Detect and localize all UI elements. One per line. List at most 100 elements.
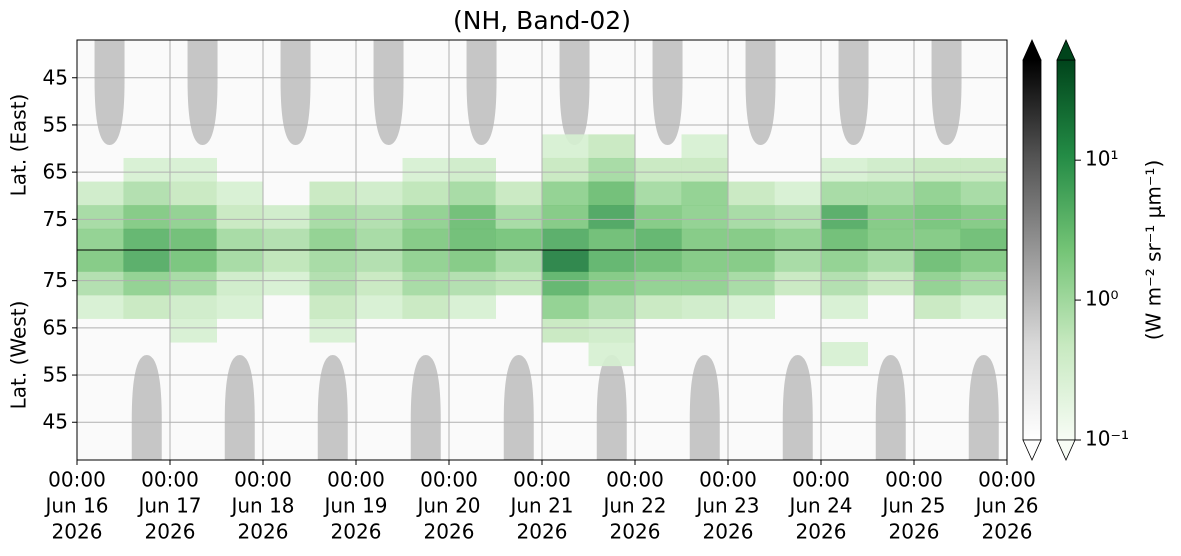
heat-cell [588,271,636,296]
heat-cell [681,134,729,159]
heat-cell [821,342,868,367]
colorbar-tick-label: 10⁰ [1085,287,1118,311]
heat-cell [542,205,589,230]
x-tick-label: 2026 [52,520,103,544]
heat-cell [263,228,310,251]
night-region [689,355,720,460]
heat-cell [402,250,450,272]
heat-cell [728,271,775,296]
x-tick-label: 2026 [796,520,847,544]
heat-cell [588,157,636,183]
x-tick-label: 00:00 [885,468,943,492]
colorbar-extend-max [1056,39,1076,61]
heat-cell [914,157,961,183]
heat-cell [867,181,915,206]
heat-cell [449,181,496,206]
x-tick-label: Jun 24 [787,494,852,518]
heat-cell [821,294,868,319]
heat-cell [170,250,217,272]
x-tick-label: 00:00 [978,468,1036,492]
x-tick-label: 2026 [982,520,1033,544]
x-tick-label: 00:00 [141,468,199,492]
x-tick-label: 00:00 [420,468,478,492]
heat-cell [542,294,589,319]
heat-cell [402,181,450,206]
heat-cell [449,294,496,319]
heat-cell [309,294,357,319]
heat-cell [728,294,775,319]
night-region [373,40,404,145]
heat-cell [77,294,124,319]
heat-cell [402,271,450,296]
heat-cell [123,181,171,206]
heat-cell [960,250,1008,272]
heat-cell [356,228,403,251]
night-region [596,355,627,460]
heat-cell [728,250,775,272]
night-region [280,40,311,145]
heat-cell [867,228,915,251]
heat-cell [774,205,822,230]
heat-cell [914,228,961,251]
x-tick-label: 2026 [238,520,289,544]
heat-cell [170,294,217,319]
heat-cell [588,205,636,230]
heat-cell [821,157,868,183]
heat-cell [77,228,124,251]
heat-cell [728,205,775,230]
heat-cell [914,205,961,230]
heat-cell [635,181,682,206]
heat-cell [123,294,171,319]
y-axis-label: Lat. (West) [7,301,31,410]
heat-cell [960,294,1008,319]
colorbar-extend-max [1022,39,1042,61]
heat-cell [542,134,589,159]
colorbar-label: (W m⁻² sr⁻¹ μm⁻¹) [1142,160,1166,341]
heat-cell [867,271,915,296]
heat-cell [867,250,915,272]
heat-cell [356,181,403,206]
night-region [782,355,813,460]
heat-cell [914,294,961,319]
x-tick-label: 2026 [703,520,754,544]
y-tick-label: 75 [43,268,68,292]
heat-cell [170,205,217,230]
night-region [968,355,999,460]
heat-cell [588,318,636,343]
heat-cell [123,157,171,183]
heat-cell [821,271,868,296]
x-tick-label: Jun 26 [973,494,1038,518]
heat-cell [309,250,357,272]
heat-cell [960,181,1008,206]
heat-cell [495,271,543,296]
heat-cell [588,181,636,206]
heat-cell [542,250,589,272]
x-tick-label: Jun 16 [43,494,108,518]
heat-cell [77,205,124,230]
heat-cell [774,228,822,251]
chart-title: (NH, Band-02) [453,6,631,35]
colorbar-extend-min [1022,439,1042,461]
heat-cell [681,294,729,319]
night-region [187,40,218,145]
x-tick-label: Jun 23 [694,494,759,518]
heat-cell [728,181,775,206]
x-tick-label: 00:00 [699,468,757,492]
heat-cell [123,271,171,296]
heat-cell [309,318,357,343]
heat-cell [914,250,961,272]
heat-cell [960,157,1008,183]
heat-cell [960,205,1008,230]
x-tick-label: Jun 22 [601,494,666,518]
heat-cell [309,228,357,251]
colorbar [1056,59,1076,441]
heat-cell [588,134,636,159]
heat-cell [449,250,496,272]
heat-cell [495,250,543,272]
x-tick-label: 2026 [610,520,661,544]
x-tick-label: Jun 20 [415,494,480,518]
heat-cell [774,271,822,296]
night-region [410,355,441,460]
heat-cell [170,228,217,251]
